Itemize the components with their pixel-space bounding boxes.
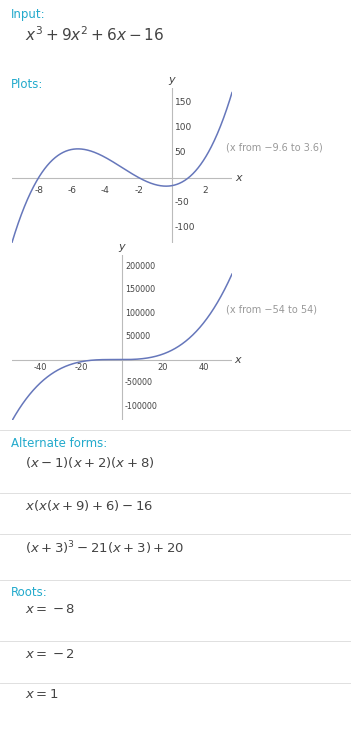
Text: $x$: $x$ bbox=[235, 172, 244, 183]
Text: -100: -100 bbox=[174, 224, 195, 233]
Text: -8: -8 bbox=[34, 186, 43, 195]
Text: $(x + 3)^3 - 21(x + 3) + 20$: $(x + 3)^3 - 21(x + 3) + 20$ bbox=[25, 539, 184, 557]
Text: 200000: 200000 bbox=[125, 262, 155, 271]
Text: (x from −54 to 54): (x from −54 to 54) bbox=[226, 305, 317, 315]
Text: -20: -20 bbox=[74, 363, 88, 372]
Text: $y$: $y$ bbox=[118, 242, 126, 254]
Text: 40: 40 bbox=[198, 363, 209, 372]
Text: $y$: $y$ bbox=[167, 75, 177, 87]
Text: 50: 50 bbox=[174, 148, 186, 157]
Text: -4: -4 bbox=[101, 186, 110, 195]
Text: $x^3 + 9x^2 + 6x - 16$: $x^3 + 9x^2 + 6x - 16$ bbox=[25, 25, 164, 44]
Text: 150: 150 bbox=[174, 97, 192, 106]
Text: 2: 2 bbox=[203, 186, 208, 195]
Text: 150000: 150000 bbox=[125, 285, 155, 294]
Text: $x$: $x$ bbox=[234, 354, 243, 365]
Text: 100: 100 bbox=[174, 123, 192, 132]
Text: Alternate forms:: Alternate forms: bbox=[11, 437, 107, 450]
Text: 100000: 100000 bbox=[125, 308, 155, 317]
Text: 50000: 50000 bbox=[125, 332, 150, 341]
Text: -2: -2 bbox=[134, 186, 143, 195]
Text: -50: -50 bbox=[174, 198, 189, 207]
Text: Input:: Input: bbox=[11, 8, 45, 21]
Text: $x(x(x + 9) + 6) - 16$: $x(x(x + 9) + 6) - 16$ bbox=[25, 498, 153, 513]
Text: -40: -40 bbox=[34, 363, 47, 372]
Text: (x from −9.6 to 3.6): (x from −9.6 to 3.6) bbox=[226, 143, 323, 153]
Text: $x = 1$: $x = 1$ bbox=[25, 688, 58, 701]
Text: 20: 20 bbox=[158, 363, 168, 372]
Text: -100000: -100000 bbox=[125, 401, 158, 411]
Text: Roots:: Roots: bbox=[11, 586, 47, 599]
Text: $x = -2$: $x = -2$ bbox=[25, 648, 74, 661]
Text: -6: -6 bbox=[67, 186, 77, 195]
Text: -50000: -50000 bbox=[125, 378, 153, 387]
Text: $(x - 1)(x + 2)(x + 8)$: $(x - 1)(x + 2)(x + 8)$ bbox=[25, 455, 154, 470]
Text: $x = -8$: $x = -8$ bbox=[25, 603, 75, 616]
Text: Plots:: Plots: bbox=[11, 78, 43, 91]
